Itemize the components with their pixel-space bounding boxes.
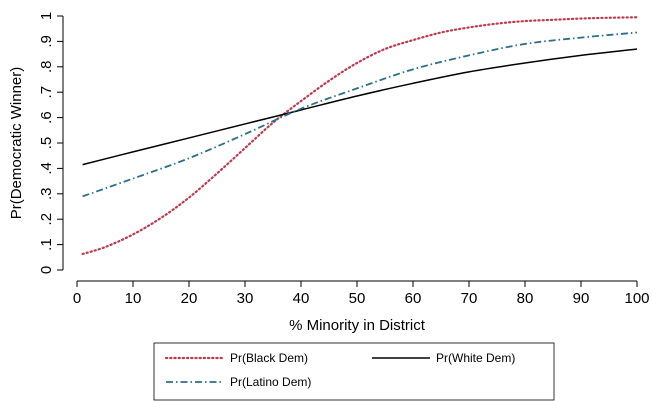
x-axis-title: % Minority in District [289,317,426,334]
y-axis-title: Pr(Democratic Winner) [8,67,25,220]
series-line-1 [82,48,638,166]
y-tick-label: 1 [38,12,55,20]
series-line-0 [81,16,639,256]
x-tick-label: 60 [405,290,422,307]
x-tick-label: 20 [181,290,198,307]
y-tick-label: .1 [38,238,55,251]
x-tick-label: 90 [573,290,590,307]
plot-lines [81,16,639,256]
axes: 0 .1 .2 .3 .4 .5 .6 .7 .8 .9 1 0 10 20 30 40 50 60 70 80 90… [38,12,650,307]
legend-label-2: Pr(Latino Dem) [230,375,311,389]
y-tick-label: .3 [38,188,55,201]
x-axis-ticks: 0 10 20 30 40 50 60 70 80 90 100 [73,281,650,307]
y-tick-label: .7 [38,86,55,99]
x-tick-label: 0 [73,290,81,307]
y-axis-ticks: 0 .1 .2 .3 .4 .5 .6 .7 .8 .9 1 [38,12,63,274]
y-tick-label: .6 [38,111,55,124]
series-line-2 [82,31,638,198]
x-tick-label: 40 [293,290,310,307]
y-tick-label: .9 [38,35,55,48]
x-tick-label: 30 [237,290,254,307]
legend: Pr(Black Dem) Pr(White Dem) Pr(Latino Dem) [153,342,555,401]
x-tick-label: 10 [125,290,142,307]
x-tick-label: 70 [461,290,478,307]
x-tick-label: 50 [349,290,366,307]
legend-box [153,342,555,401]
y-tick-label: .2 [38,213,55,226]
x-tick-label: 80 [517,290,534,307]
x-tick-label: 100 [624,290,649,307]
legend-label-0: Pr(Black Dem) [230,351,308,365]
y-tick-label: .8 [38,61,55,74]
y-tick-label: 0 [38,266,55,274]
y-tick-label: .5 [38,137,55,150]
legend-label-1: Pr(White Dem) [436,351,515,365]
y-tick-label: .4 [38,162,55,175]
